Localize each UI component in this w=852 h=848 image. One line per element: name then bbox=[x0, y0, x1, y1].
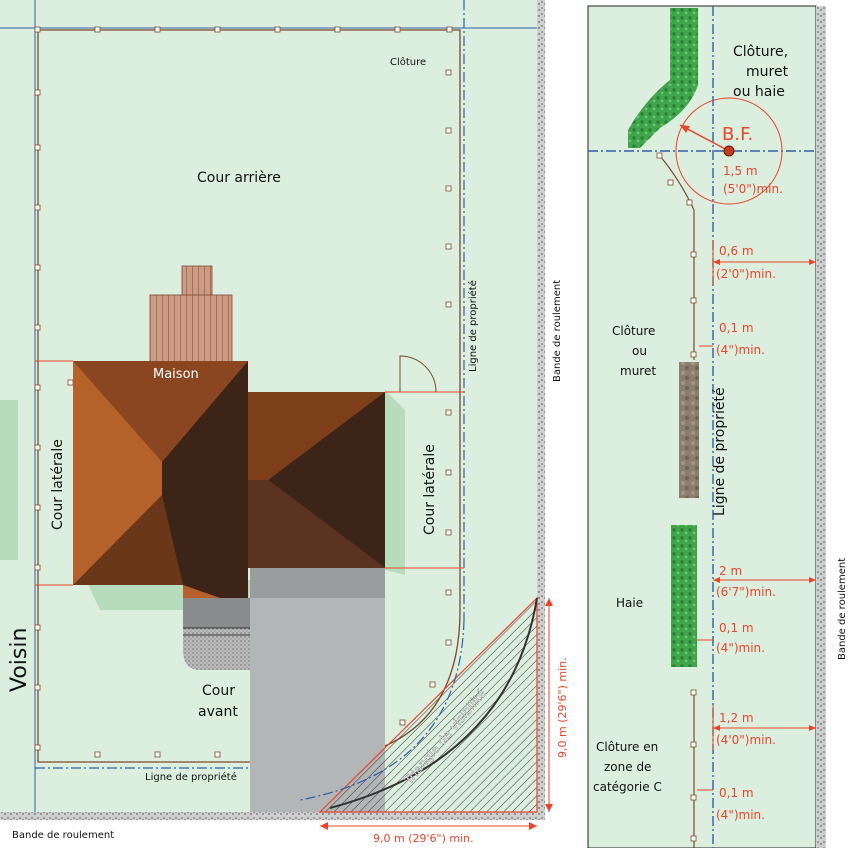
label-dim-vertical: 9,0 m (29'6") min. bbox=[556, 657, 569, 758]
visibility-triangle bbox=[318, 596, 538, 813]
label-cour-laterale-right: Cour latérale bbox=[422, 444, 438, 535]
deck-steps bbox=[181, 265, 213, 297]
gate-swing bbox=[399, 355, 437, 393]
label-bf-dist-ft: (5'0")min. bbox=[723, 182, 783, 196]
label-cloture-muret-2: ou bbox=[632, 344, 647, 358]
label-haie: Haie bbox=[616, 596, 643, 610]
fence-posts bbox=[34, 26, 453, 758]
label-d5-m: 1,2 m bbox=[719, 711, 754, 725]
right-panel: Clôture, muret ou haie B.F. 1,5 m (5'0")… bbox=[586, 4, 852, 848]
label-ligne-propriete-right: Ligne de propriété bbox=[467, 280, 479, 372]
label-cour-avant-1: Cour bbox=[202, 683, 235, 699]
hedge-middle bbox=[671, 525, 697, 667]
label-cloture-muret-3: muret bbox=[620, 364, 656, 378]
bf-clearance-circle bbox=[675, 97, 783, 205]
label-bande-roulement-right-panel: Bande de roulement bbox=[837, 558, 848, 660]
label-zone-c-3: catégorie C bbox=[593, 780, 662, 794]
label-d6-ft: (4")min. bbox=[716, 808, 765, 822]
right-fences bbox=[659, 155, 695, 848]
bf-hydrant bbox=[723, 145, 735, 157]
label-d1-ft: (2'0")min. bbox=[716, 267, 776, 281]
label-cour-avant-2: avant bbox=[198, 704, 238, 720]
label-bande-roulement-right: Bande de roulement bbox=[552, 280, 563, 382]
label-bf-dist-m: 1,5 m bbox=[723, 164, 758, 178]
label-cloture-muret-haie-1: Clôture, bbox=[733, 44, 788, 60]
label-cour-arriere: Cour arrière bbox=[197, 170, 281, 186]
left-panel: Clôture Cour arrière Maison Cour latéral… bbox=[0, 0, 569, 845]
label-d5-ft: (4'0")min. bbox=[716, 733, 776, 747]
right-lot-area bbox=[587, 5, 817, 848]
label-d2-m: 0,1 m bbox=[719, 321, 754, 335]
label-cloture-muret-1: Clôture bbox=[612, 324, 655, 338]
right-distance-arrows bbox=[697, 261, 816, 791]
hedge-top bbox=[628, 8, 698, 148]
label-bf: B.F. bbox=[722, 124, 753, 145]
deck bbox=[149, 294, 233, 364]
label-maison: Maison bbox=[153, 367, 199, 382]
label-d2-ft: (4")min. bbox=[716, 343, 765, 357]
label-zone-c-1: Clôture en bbox=[596, 740, 658, 754]
label-cloture-muret-haie-2: muret bbox=[746, 64, 789, 80]
label-d4-ft: (4")min. bbox=[716, 641, 765, 655]
label-bande-roulement-bottom: Bande de roulement bbox=[12, 830, 114, 841]
house-roof bbox=[73, 361, 385, 598]
label-d3-ft: (6'7")min. bbox=[716, 585, 776, 599]
label-cloture-muret-haie-3: ou haie bbox=[733, 84, 785, 100]
stone-wall bbox=[679, 362, 699, 498]
label-dim-horizontal: 9,0 m (29'6") min. bbox=[373, 832, 474, 845]
neighbour-shadow bbox=[0, 400, 18, 560]
label-d4-m: 0,1 m bbox=[719, 621, 754, 635]
label-zone-c-2: zone de bbox=[604, 760, 651, 774]
label-d1-m: 0,6 m bbox=[719, 244, 754, 258]
label-ligne-propriete-right-panel: Ligne de propriété bbox=[712, 387, 728, 516]
right-road-edge bbox=[816, 6, 826, 848]
road-edge-bottom bbox=[0, 812, 545, 820]
label-voisin: Voisin bbox=[7, 628, 32, 692]
label-d6-m: 0,1 m bbox=[719, 786, 754, 800]
setback-lines bbox=[35, 360, 464, 586]
label-cour-laterale-left: Cour latérale bbox=[50, 439, 66, 530]
label-d3-m: 2 m bbox=[719, 564, 742, 578]
road-edge-right bbox=[537, 0, 545, 812]
label-cloture: Clôture bbox=[390, 56, 426, 68]
label-ligne-propriete-bottom: Ligne de propriété bbox=[145, 771, 237, 783]
